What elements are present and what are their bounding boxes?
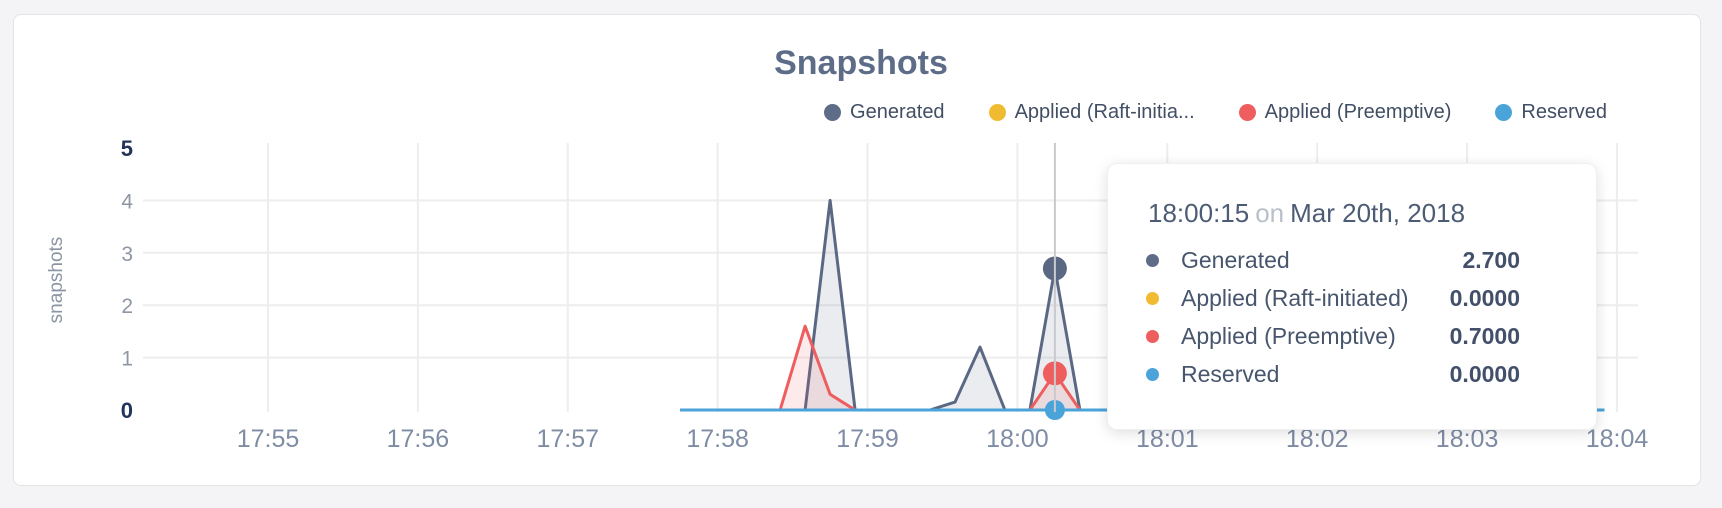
tooltip-series-label: Applied (Raft-initiated) (1181, 284, 1409, 311)
x-tick-label: 17:58 (686, 425, 749, 453)
tooltip-series-value: 0.0000 (1449, 284, 1520, 311)
legend-label: Reserved (1521, 101, 1607, 123)
y-axis-ticks: 0 1 2 3 4 5 (121, 136, 134, 423)
tooltip-row: Applied (Raft-initiated) 0.0000 (1146, 279, 1520, 317)
x-tick-label: 18:04 (1586, 425, 1649, 453)
y-tick-label: 1 (121, 348, 133, 371)
tooltip-series-value: 0.7000 (1449, 322, 1520, 349)
tooltip-series-value: 2.700 (1462, 246, 1520, 273)
legend-dot-icon (1495, 104, 1513, 121)
legend-item-reserved[interactable]: Reserved (1495, 101, 1607, 124)
series-dot-icon (1146, 291, 1159, 305)
tooltip-row: Reserved 0.0000 (1146, 355, 1520, 393)
chart-title: Snapshots (774, 44, 948, 82)
x-tick-label: 17:57 (536, 425, 599, 453)
hover-tooltip: 18:00:15 on Mar 20th, 2018 Generated 2.700 A… (1107, 163, 1597, 430)
tooltip-date: Mar 20th, 2018 (1290, 198, 1466, 228)
tooltip-title: 18:00:15 on Mar 20th, 2018 (1148, 198, 1596, 229)
tooltip-series-label: Generated (1181, 246, 1290, 273)
tooltip-time: 18:00:15 (1148, 198, 1250, 228)
series-dot-icon (1146, 367, 1159, 381)
x-tick-label: 17:59 (836, 425, 899, 453)
y-tick-label: 2 (121, 295, 133, 318)
series-dot-icon (1146, 253, 1159, 267)
y-tick-label: 5 (121, 136, 133, 161)
tooltip-series-label: Applied (Preemptive) (1181, 322, 1396, 349)
legend-label: Generated (850, 101, 945, 123)
legend-dot-icon (824, 104, 842, 121)
legend-label: Applied (Raft-initia... (1014, 101, 1195, 123)
tooltip-series-value: 0.0000 (1449, 360, 1520, 387)
y-axis-label: snapshots (46, 237, 67, 324)
chart-legend: Generated Applied (Raft-initia... Applied … (824, 101, 1607, 124)
legend-item-generated[interactable]: Generated (824, 101, 945, 124)
tooltip-conjunction: on (1255, 198, 1285, 228)
y-tick-label: 4 (121, 190, 133, 213)
tooltip-row: Applied (Preemptive) 0.7000 (1146, 317, 1520, 355)
legend-dot-icon (1238, 104, 1256, 121)
legend-dot-icon (988, 104, 1006, 121)
tooltip-row: Generated 2.700 (1146, 241, 1520, 279)
tooltip-series-label: Reserved (1181, 360, 1280, 387)
x-tick-label: 18:00 (986, 425, 1049, 453)
x-tick-label: 17:56 (387, 425, 450, 453)
series-dot-icon (1146, 329, 1159, 343)
legend-label: Applied (Preemptive) (1264, 101, 1452, 123)
legend-item-applied-preemptive[interactable]: Applied (Preemptive) (1238, 101, 1452, 124)
x-tick-label: 17:55 (237, 425, 300, 453)
y-tick-label: 0 (121, 398, 133, 423)
legend-item-applied-raft-initia[interactable]: Applied (Raft-initia... (988, 101, 1195, 124)
y-tick-label: 3 (121, 243, 133, 266)
tooltip-rows: Generated 2.700 Applied (Raft-initiated) 0.… (1146, 241, 1520, 393)
